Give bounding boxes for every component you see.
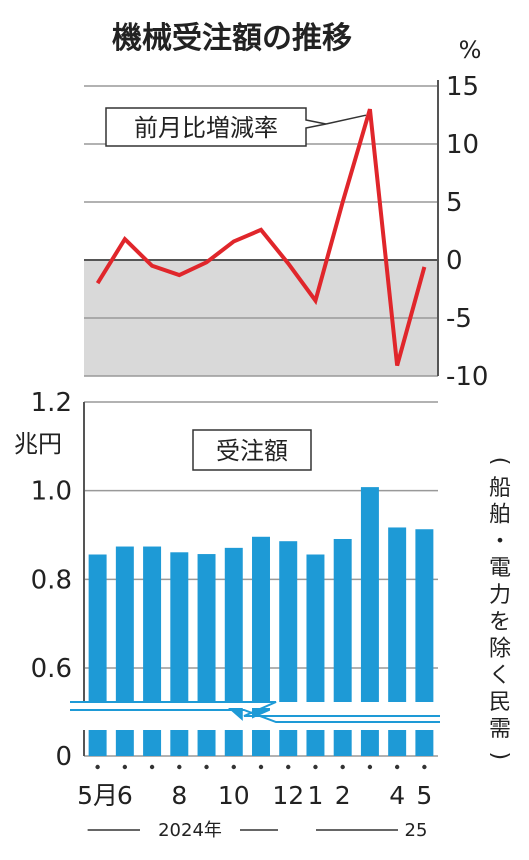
x-tick-label: 10 xyxy=(218,781,250,810)
line-label-leader xyxy=(325,114,367,125)
bar-note-char: 舶 xyxy=(489,503,511,528)
x-tick-dot xyxy=(149,764,155,770)
bar-series-label: 受注額 xyxy=(216,437,288,465)
x-tick-label: 2 xyxy=(335,781,351,810)
line-y-tick-label: 15 xyxy=(446,72,479,102)
bar xyxy=(360,487,379,756)
chart-title: 機械受注額の推移 xyxy=(112,21,352,56)
line-label-box xyxy=(105,107,327,147)
year-label-2024: 2024年 xyxy=(158,820,222,841)
line-y-tick-label: -10 xyxy=(446,362,488,392)
x-tick-label: 6 xyxy=(117,781,133,810)
year-label-2025: 25 xyxy=(405,820,428,841)
bar-note-char: 需 xyxy=(489,717,511,742)
bar-y-tick-label: 1.0 xyxy=(31,477,72,507)
bar-note-char: 船 xyxy=(489,476,511,501)
x-tick-dot xyxy=(122,764,128,770)
x-tick-label: 5月 xyxy=(77,781,118,810)
x-tick-dot xyxy=(367,764,373,770)
bar-y-tick-label: 0 xyxy=(55,742,72,772)
axis-break-mask-b xyxy=(0,708,440,730)
line-y-tick-label: 0 xyxy=(446,246,463,276)
x-tick-dot xyxy=(258,764,264,770)
bar-label-box xyxy=(192,429,312,471)
bar-note-char: ( xyxy=(487,457,512,466)
bar-note-char: 民 xyxy=(489,690,511,715)
x-tick-dot xyxy=(286,764,291,770)
x-tick-dot xyxy=(422,764,427,770)
bar-note-char: 力 xyxy=(489,583,511,608)
line-chart-panel: 15 10 5 0 -5 -10% 前月比増減率 xyxy=(84,36,488,392)
x-tick-label: 5 xyxy=(416,781,432,810)
x-tick-dot xyxy=(204,764,209,770)
line-series-label: 前月比増減率 xyxy=(134,114,278,142)
x-tick-dot xyxy=(313,764,318,770)
x-tick-dot xyxy=(177,764,182,770)
x-tick-dot xyxy=(231,764,236,770)
bar xyxy=(415,529,434,756)
bar-unit-label: 兆円 xyxy=(14,430,62,458)
x-tick-dot xyxy=(394,764,400,770)
x-tick-dot xyxy=(95,764,100,770)
bar-note-char: 電 xyxy=(489,556,511,581)
bar-note-char: ) xyxy=(487,752,512,761)
line-unit-label: % xyxy=(459,36,482,64)
bar-note-char: ・ xyxy=(489,529,511,554)
bar-note-char: を xyxy=(489,610,511,635)
line-y-tick-label: 5 xyxy=(446,188,463,218)
x-tick-label: 1 xyxy=(308,781,324,810)
bar xyxy=(333,538,352,756)
axis-break-line-top xyxy=(70,701,440,717)
bar-y-tick-label: 0.6 xyxy=(31,654,72,684)
line-y-tick-label: 10 xyxy=(446,130,479,160)
x-tick-dot xyxy=(340,764,345,770)
bar-y-tick-label: 1.2 xyxy=(31,388,72,418)
line-y-tick-label: -5 xyxy=(446,304,472,334)
x-tick-label: 4 xyxy=(389,781,405,810)
x-tick-label: 12 xyxy=(272,781,304,810)
bar xyxy=(388,527,407,756)
bar-y-tick-label: 0.8 xyxy=(31,565,72,595)
axis-break-line-bottom xyxy=(70,709,440,723)
axis-break xyxy=(0,701,440,730)
bar-note-char: く xyxy=(489,663,511,688)
bar-note-char: 除 xyxy=(489,637,511,662)
x-tick-label: 8 xyxy=(171,781,187,810)
